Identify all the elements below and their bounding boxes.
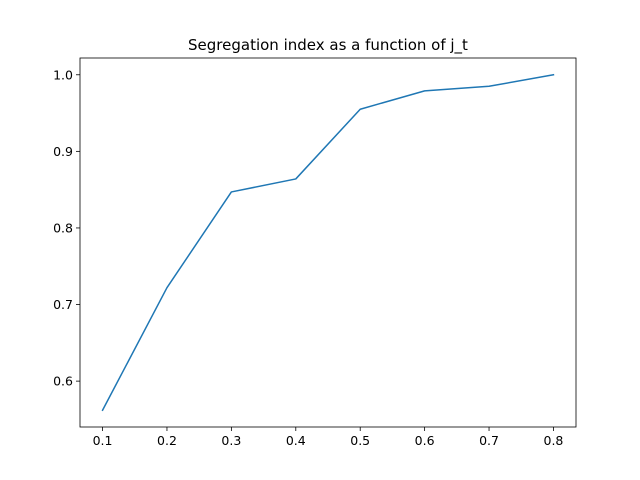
- x-tick-label: 0.7: [479, 433, 499, 448]
- y-tick-label: 0.9: [53, 144, 73, 159]
- plot-area: 0.1 0.2 0.3 0.4 0.5 0.6 0.7 0.8 0.6 0.7 0.8 0.9 1.0: [53, 57, 577, 448]
- x-tick-label: 0.4: [286, 433, 306, 448]
- chart-title: Segregation index as a function of j_t: [188, 36, 468, 55]
- series-line: [101, 73, 555, 412]
- x-tick-label: 0.1: [93, 433, 113, 448]
- x-tick-label: 0.3: [221, 433, 241, 448]
- x-tick-label: 0.8: [544, 433, 564, 448]
- x-tick-label: 0.5: [350, 433, 370, 448]
- y-tick-label: 0.7: [53, 297, 73, 312]
- axes-frame: [79, 57, 577, 428]
- y-tick-label: 0.6: [53, 374, 73, 389]
- x-tick-label: 0.2: [157, 433, 177, 448]
- y-tick-label: 0.8: [53, 220, 73, 235]
- x-tick-label: 0.6: [415, 433, 435, 448]
- y-tick-label: 1.0: [53, 67, 73, 82]
